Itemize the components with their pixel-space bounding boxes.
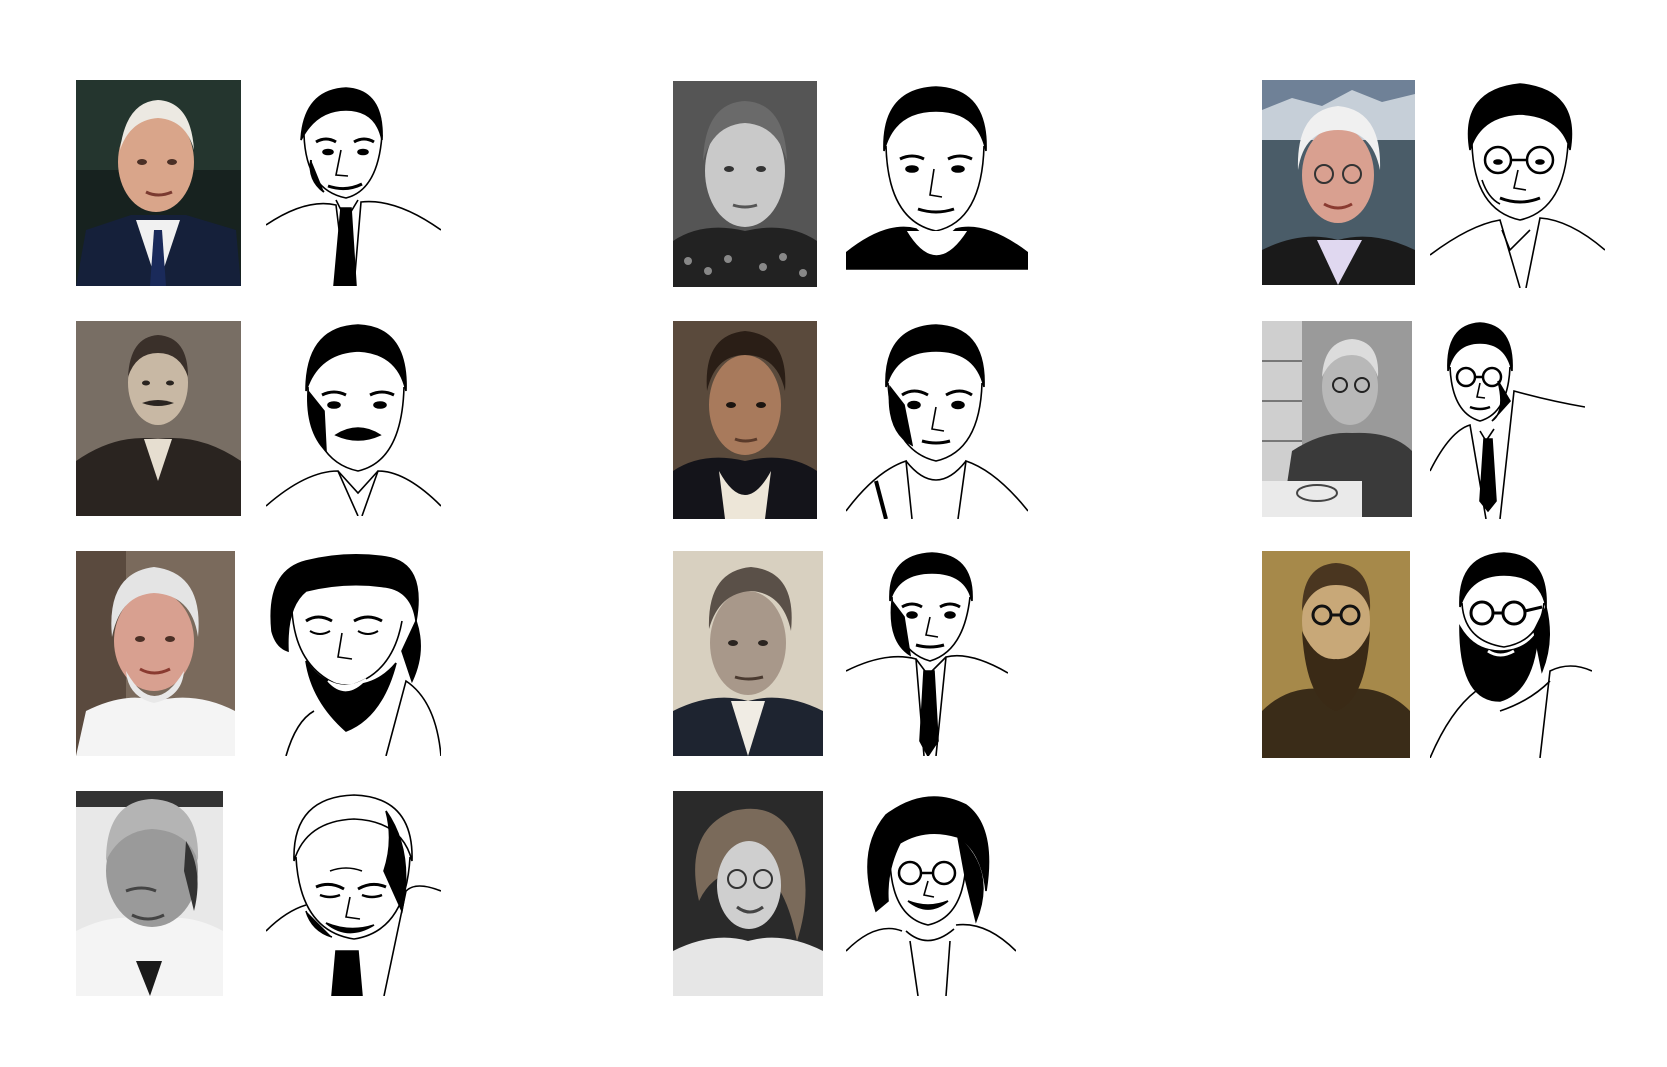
portrait-photo-2 xyxy=(1262,80,1415,285)
portrait-drawing-3 xyxy=(266,321,441,516)
portrait-drawing-5 xyxy=(1430,321,1585,519)
portrait-drawing-8 xyxy=(1430,551,1592,758)
portrait-photo-8 xyxy=(1262,551,1410,758)
portrait-drawing-10 xyxy=(846,791,1016,996)
portrait-drawing-2 xyxy=(1430,80,1605,288)
portrait-photo-6 xyxy=(76,551,235,756)
portrait-photo-4 xyxy=(673,321,817,519)
portrait-photo-0 xyxy=(76,80,241,286)
portrait-drawing-6 xyxy=(266,551,441,756)
portrait-photo-5 xyxy=(1262,321,1412,517)
portrait-drawing-4 xyxy=(846,321,1028,519)
portrait-drawing-7 xyxy=(846,551,1008,756)
portrait-photo-9 xyxy=(76,791,223,996)
portrait-photo-7 xyxy=(673,551,823,756)
portrait-drawing-1 xyxy=(846,81,1028,281)
portrait-photo-1 xyxy=(673,81,817,287)
portrait-photo-3 xyxy=(76,321,241,516)
portrait-photo-10 xyxy=(673,791,823,996)
portrait-drawing-9 xyxy=(266,791,441,996)
portrait-drawing-0 xyxy=(266,80,441,286)
